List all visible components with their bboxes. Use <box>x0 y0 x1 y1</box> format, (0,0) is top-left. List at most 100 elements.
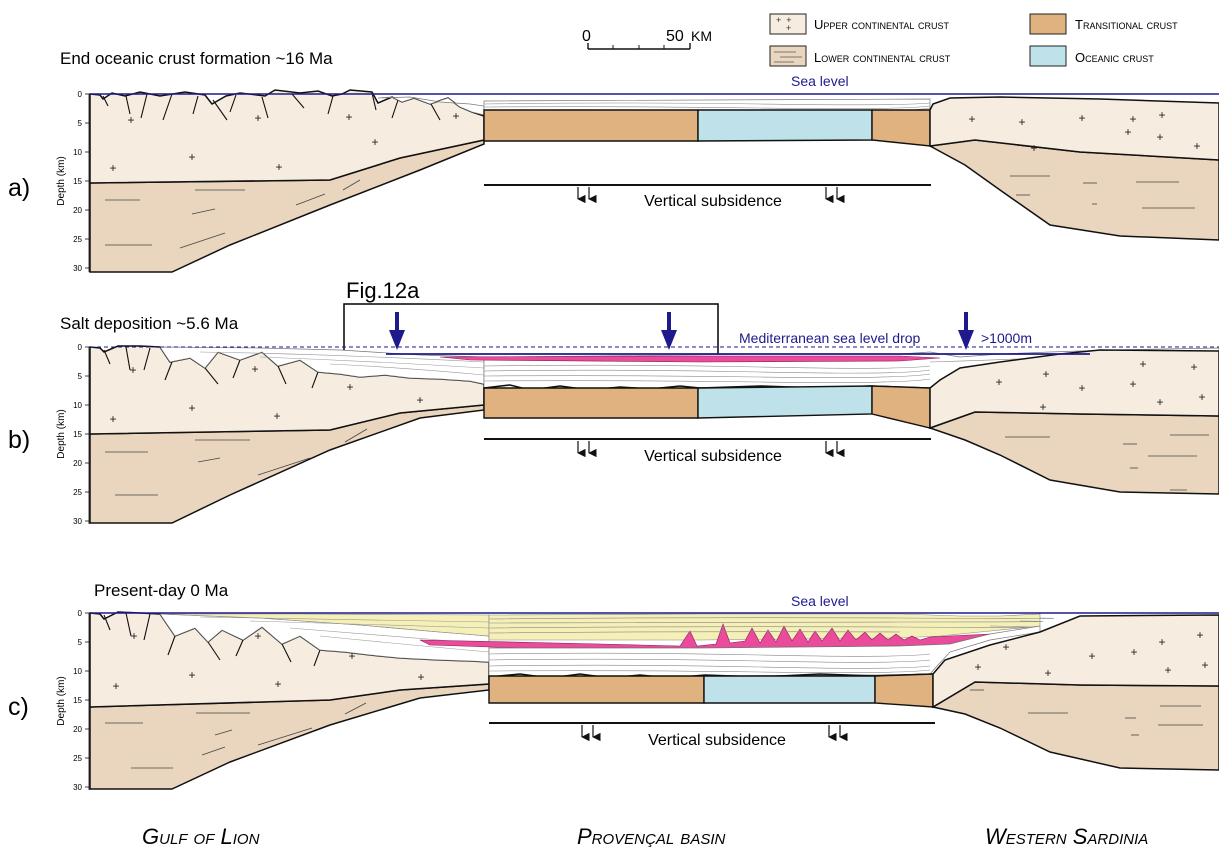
svg-text:+: + <box>112 679 119 693</box>
panel-b-left-faults <box>103 346 319 389</box>
depth-tick-label: 15 <box>73 177 82 186</box>
svg-text:+: + <box>1124 125 1131 139</box>
panel-a-letter: a) <box>8 174 30 202</box>
svg-text:+: + <box>1129 377 1136 391</box>
panel-c-right-lower-crust <box>930 681 1219 771</box>
svg-text:+: + <box>274 677 281 691</box>
svg-text:+: + <box>1158 635 1165 649</box>
panel-b-sea-drop-arrows <box>389 312 974 350</box>
panel-a-depth-ticks: 0 5 10 15 20 25 30 <box>73 90 82 273</box>
svg-text:+: + <box>130 629 137 643</box>
panel-c-left-faults <box>103 612 321 667</box>
legend-label-upper-crust: Upper continental crust <box>814 17 949 32</box>
svg-text:+: + <box>416 393 423 407</box>
panel-c-right-upper-marks: + + + + + + + + + <box>974 628 1208 680</box>
sea-drop-arrow <box>958 312 974 350</box>
region-label-gulf-of-lion: Gulf of Lion <box>142 824 260 849</box>
legend-swatch-transitional-crust <box>1029 13 1067 35</box>
svg-text:+: + <box>1190 360 1197 374</box>
panel-c: Present-day 0 Ma c) Depth (km) 0 5 10 15… <box>8 581 1219 792</box>
panel-b-depth-axis <box>85 346 90 524</box>
svg-text:+: + <box>1130 645 1137 659</box>
panel-c-depth-ticks: 0 5 10 15 20 25 30 <box>73 609 82 792</box>
panel-a-oceanic-crust <box>697 109 873 142</box>
panel-b-right-upper-marks: +++ ++ + +++ <box>995 357 1205 414</box>
panel-c-left-post-salt-sediment <box>159 613 490 637</box>
svg-text:+: + <box>1198 390 1205 404</box>
panel-c-oceanic-crust <box>703 675 876 704</box>
svg-text:+: + <box>129 363 136 377</box>
svg-text:+: + <box>346 380 353 394</box>
panel-c-title: Present-day 0 Ma <box>94 581 229 600</box>
svg-text:+: + <box>786 23 791 33</box>
svg-text:+: + <box>974 660 981 674</box>
panel-b-right-upper-crust <box>929 349 1219 430</box>
svg-text:+: + <box>275 160 282 174</box>
depth-tick-label: 25 <box>73 488 82 497</box>
panel-b-sea-level-drop-value: >1000m <box>981 330 1032 346</box>
panel-c-subsidence-arrows <box>581 725 848 742</box>
panel-a-ylabel: Depth (km) <box>56 156 67 205</box>
svg-text:+: + <box>1042 367 1049 381</box>
legend-swatch-oceanic-crust <box>1029 45 1067 67</box>
legend-label-transitional-crust: Transitional crust <box>1075 17 1178 32</box>
svg-text:+: + <box>1078 381 1085 395</box>
depth-tick-label: 10 <box>73 148 82 157</box>
legend-item-oceanic-crust: Oceanic crust <box>1029 45 1154 67</box>
svg-text:+: + <box>127 113 134 127</box>
svg-text:+: + <box>452 109 459 123</box>
panel-a-left-faults <box>102 92 441 121</box>
panel-c-transitional-crust-left <box>488 675 705 704</box>
panel-a-transitional-crust-left <box>483 109 699 142</box>
panel-a-right-lower-marks <box>1010 175 1195 209</box>
panel-a-subsidence-label: Vertical subsidence <box>644 193 782 210</box>
panel-b-depth-ticks: 0 5 10 15 20 25 30 <box>73 343 82 526</box>
depth-tick-label: 30 <box>73 783 82 792</box>
svg-text:+: + <box>254 111 261 125</box>
depth-tick-label: 25 <box>73 235 82 244</box>
panel-b-sea-level-label: Mediterranean sea level drop <box>739 330 921 346</box>
svg-text:+: + <box>968 112 975 126</box>
panel-b-inset-label: Fig.12a <box>346 278 420 303</box>
svg-text:+: + <box>1201 658 1208 672</box>
panel-a-title: End oceanic crust formation ~16 Ma <box>60 49 333 68</box>
svg-text:+: + <box>1156 130 1163 144</box>
panel-c-sea-level-label: Sea level <box>791 593 849 609</box>
depth-tick-label: 20 <box>73 459 82 468</box>
panel-c-upper-crust-marks: + + + + + + + <box>112 629 424 693</box>
svg-text:+: + <box>188 668 195 682</box>
svg-text:+: + <box>1193 139 1200 153</box>
panel-b-left-syn-rift-sediment <box>159 346 485 385</box>
scale-end-label: 50 <box>666 28 684 45</box>
svg-text:+: + <box>273 409 280 423</box>
svg-text:+: + <box>348 649 355 663</box>
scale-start-label: 0 <box>582 28 591 45</box>
panel-a: End oceanic crust formation ~16 Ma a) De… <box>8 49 1219 273</box>
panel-b-basin-crust <box>483 385 931 429</box>
depth-tick-label: 0 <box>78 90 83 99</box>
svg-text:+: + <box>1078 111 1085 125</box>
svg-text:+: + <box>1158 108 1165 122</box>
panel-b-lower-crust-marks <box>105 428 368 496</box>
panel-c-lower-crust-marks <box>105 702 367 769</box>
svg-text:+: + <box>109 412 116 426</box>
panel-b-right-lower-crust <box>927 411 1219 495</box>
svg-text:+: + <box>345 110 352 124</box>
svg-text:+: + <box>417 670 424 684</box>
panel-c-letter: c) <box>8 693 29 721</box>
panel-b-ylabel: Depth (km) <box>56 409 67 458</box>
legend-item-lower-crust: Lower continental crust <box>769 45 951 67</box>
panel-c-basin-layers <box>488 617 1054 673</box>
svg-text:+: + <box>1018 115 1025 129</box>
legend-item-upper-crust: + + + Upper continental crust <box>769 13 949 35</box>
depth-tick-label: 15 <box>73 696 82 705</box>
depth-tick-label: 5 <box>78 372 83 381</box>
panel-c-right-upper-crust <box>932 614 1219 709</box>
depth-tick-label: 5 <box>78 638 83 647</box>
panel-a-sea-level-label: Sea level <box>791 73 849 89</box>
legend-label-lower-crust: Lower continental crust <box>814 50 951 65</box>
panel-c-ylabel: Depth (km) <box>56 676 67 725</box>
legend-item-transitional-crust: Transitional crust <box>1029 13 1178 35</box>
svg-text:+: + <box>188 401 195 415</box>
